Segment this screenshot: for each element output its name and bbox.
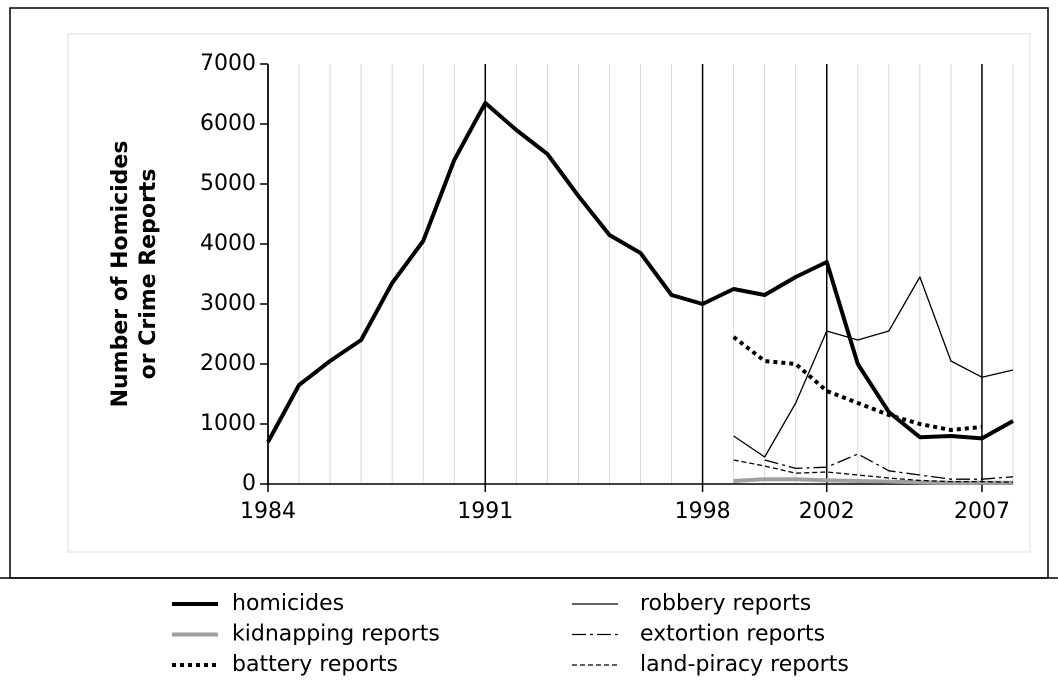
legend-label: extortion reports — [640, 622, 825, 647]
y-tick-label: 3000 — [200, 291, 256, 316]
y-tick-label: 5000 — [200, 171, 256, 196]
x-tick-label: 2007 — [954, 499, 1010, 524]
outer-frame — [9, 7, 1049, 579]
legend-label: land-piracy reports — [640, 652, 849, 677]
x-tick-label: 1998 — [675, 499, 731, 524]
x-tick-label: 1991 — [457, 499, 513, 524]
series-line — [733, 459, 1014, 483]
legend-label: kidnapping reports — [232, 622, 440, 647]
y-label-line: or Crime Reports — [136, 169, 161, 380]
series-line — [266, 101, 1014, 443]
series-line — [733, 477, 1013, 485]
x-tick-label: 1984 — [240, 499, 296, 524]
y-tick-label: 7000 — [200, 51, 256, 76]
series-line — [732, 335, 983, 432]
y-tick-label: 2000 — [200, 351, 256, 376]
plot-frame — [67, 33, 1031, 553]
x-tick-label: 2002 — [799, 499, 855, 524]
series-line — [733, 276, 1014, 458]
legend-label: robbery reports — [640, 591, 811, 616]
series-line — [764, 453, 1014, 480]
legend-label: homicides — [232, 591, 344, 616]
y-tick-label: 1000 — [200, 411, 256, 436]
y-tick-label: 4000 — [200, 231, 256, 256]
y-tick-label: 6000 — [200, 111, 256, 136]
y-tick-label: 0 — [242, 471, 256, 496]
y-axis-label: Number of Homicides or Crime Reports — [108, 141, 161, 408]
y-label-line: Number of Homicides — [108, 141, 133, 408]
legend-label: battery reports — [232, 652, 398, 677]
